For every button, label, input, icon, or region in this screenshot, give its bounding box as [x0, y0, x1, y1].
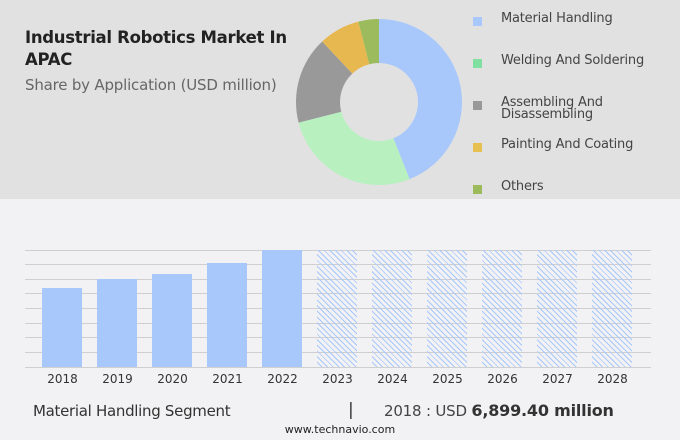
bar-2020	[152, 274, 192, 367]
year-prefix: 2018 : USD	[384, 402, 467, 420]
donut-slice-material-handling	[379, 19, 462, 180]
x-axis-label: 2027	[542, 372, 573, 386]
x-axis-label: 2021	[212, 372, 243, 386]
legend-swatch	[473, 185, 482, 194]
x-axis-label: 2020	[157, 372, 188, 386]
donut-chart	[296, 19, 462, 185]
legend-item: Others	[473, 179, 671, 194]
donut-slice-welding-and-soldering	[298, 111, 410, 185]
x-axis-label: 2024	[377, 372, 408, 386]
bar-2023	[317, 250, 357, 367]
legend-label: Welding And Soldering	[501, 53, 645, 68]
chart-title: Industrial Robotics Market In APAC	[25, 28, 287, 69]
footer-separator: |	[348, 400, 354, 420]
chart-subtitle: Share by Application (USD million)	[25, 76, 277, 94]
bar-2021	[207, 263, 247, 367]
x-axis-label: 2019	[102, 372, 133, 386]
legend-item: Painting And Coating	[473, 137, 671, 152]
legend-swatch	[473, 143, 482, 152]
bar-2019	[97, 279, 137, 367]
segment-label: Material Handling Segment	[33, 402, 231, 420]
grid-line	[25, 367, 651, 368]
bar-2026	[482, 250, 522, 367]
source-url[interactable]: www.technavio.com	[284, 423, 396, 436]
legend-label: Material Handling	[501, 11, 613, 26]
x-axis-label: 2026	[487, 372, 518, 386]
donut-slice-others	[358, 19, 379, 65]
x-axis-label: 2018	[47, 372, 78, 386]
legend-label: Others	[501, 179, 544, 194]
legend-swatch	[473, 101, 482, 110]
legend-label: Assembling And Disassembling	[501, 95, 603, 122]
bar-2018	[42, 288, 82, 367]
x-axis-label: 2028	[597, 372, 628, 386]
x-axis-label: 2025	[432, 372, 463, 386]
x-axis-label: 2022	[267, 372, 298, 386]
x-axis-label: 2023	[322, 372, 353, 386]
legend: Material Handling Welding And Soldering As…	[473, 0, 680, 199]
legend-item: Material Handling	[473, 11, 671, 26]
value-highlight: 6,899.40 million	[471, 401, 614, 420]
bar-2028	[592, 250, 632, 367]
legend-item: Welding And Soldering	[473, 53, 671, 68]
donut-slice-painting-and-coating	[322, 21, 370, 74]
legend-item: Assembling And Disassembling	[473, 95, 621, 122]
legend-swatch	[473, 59, 482, 68]
legend-swatch	[473, 17, 482, 26]
bar-2024	[372, 250, 412, 367]
bar-2022	[262, 250, 302, 367]
donut-slice-assembling-and-disassembling	[296, 41, 353, 123]
legend-label: Painting And Coating	[501, 137, 634, 152]
segment-value: 2018 : USD 6,899.40 million	[384, 401, 614, 420]
bar-2027	[537, 250, 577, 367]
bar-2025	[427, 250, 467, 367]
